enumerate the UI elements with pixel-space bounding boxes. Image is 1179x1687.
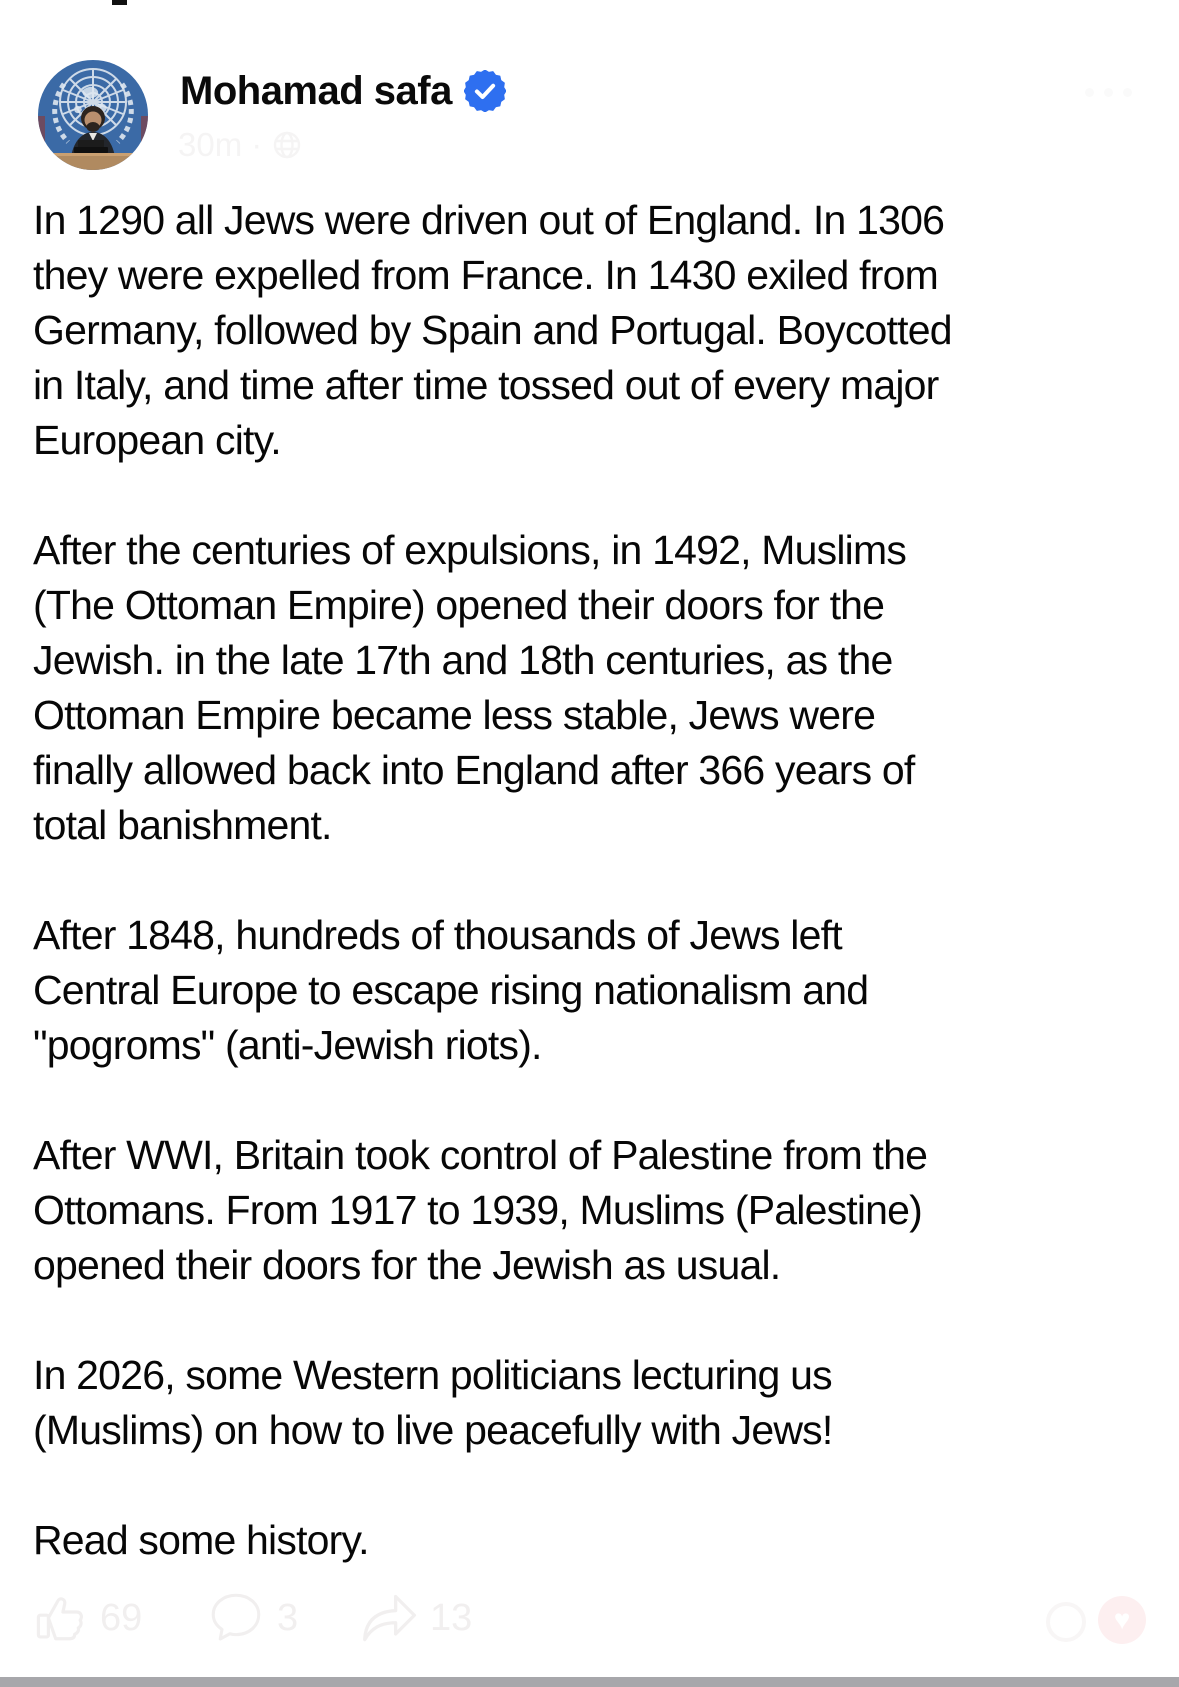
post-timestamp[interactable]: 30m ·: [178, 126, 303, 164]
comment-button[interactable]: [208, 1590, 264, 1646]
like-count: 69: [100, 1597, 143, 1639]
verified-badge-icon: [463, 70, 506, 112]
dot-separator: ·: [251, 126, 263, 163]
share-count: 13: [430, 1597, 473, 1639]
comment-count: 3: [277, 1597, 299, 1639]
more-options-button[interactable]: [1085, 88, 1132, 97]
reaction-ring-icon: [1046, 1602, 1086, 1642]
share-button[interactable]: [360, 1592, 420, 1646]
dot-icon: [1123, 88, 1132, 97]
globe-icon: [274, 131, 301, 159]
bottom-screenshot-bar: [0, 1677, 1179, 1687]
cropped-text-fragment: [112, 0, 127, 5]
dot-icon: [1104, 88, 1113, 97]
author-name[interactable]: Mohamad safa: [180, 69, 452, 113]
heart-icon: ♥: [1113, 1604, 1131, 1635]
un-emblem-avatar-image: [38, 60, 148, 170]
like-button[interactable]: [33, 1588, 91, 1646]
timestamp-text: 30m: [178, 126, 243, 163]
avatar[interactable]: [38, 60, 148, 170]
dot-icon: [1085, 88, 1094, 97]
heart-reaction-badge[interactable]: ♥: [1098, 1596, 1146, 1644]
post-body-text: In 1290 all Jews were driven out of Engl…: [33, 197, 953, 1563]
